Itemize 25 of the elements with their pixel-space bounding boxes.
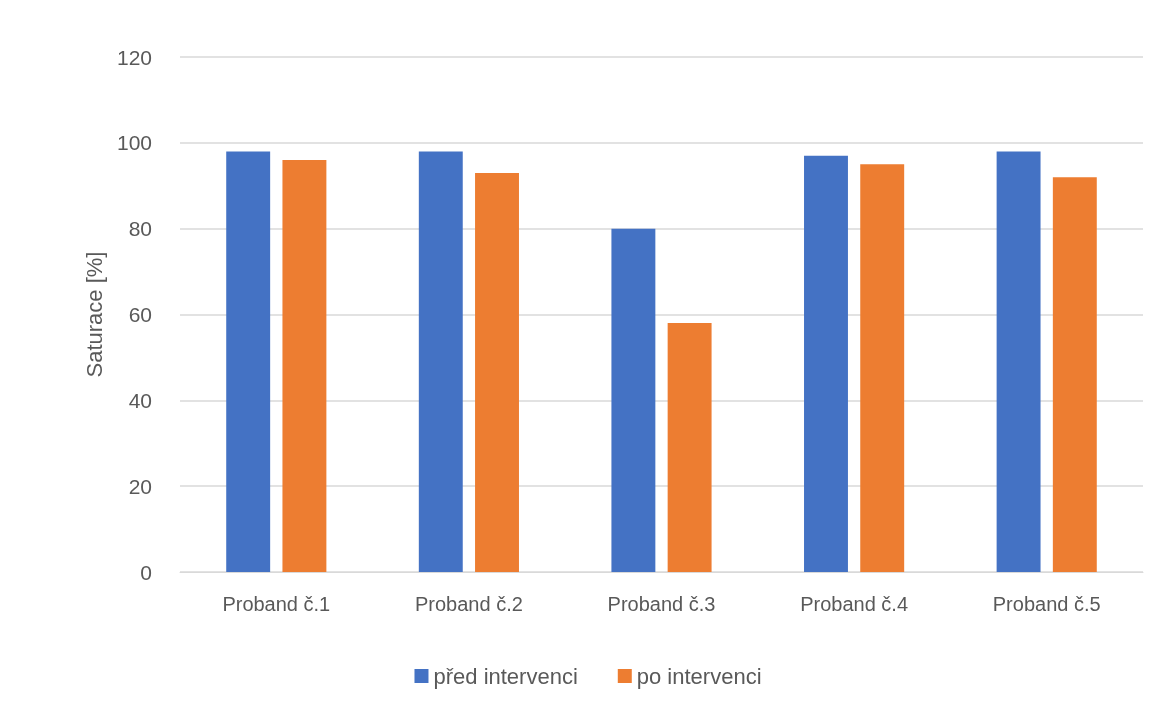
y-tick-label: 60 (128, 303, 152, 326)
x-tick-label: Proband č.4 (800, 593, 909, 615)
x-tick-label: Proband č.5 (992, 593, 1101, 615)
y-tick-label: 120 (116, 45, 152, 69)
y-axis-title: Saturace [%] (81, 251, 107, 378)
bar (804, 155, 848, 572)
legend-label: před intervenci (433, 663, 578, 689)
bar (226, 151, 271, 572)
bar (282, 160, 327, 572)
bar (418, 151, 463, 572)
bar (475, 172, 519, 572)
x-tick-label: Proband č.2 (414, 593, 523, 615)
x-tick-label: Proband č.1 (222, 593, 331, 615)
y-tick-label: 100 (116, 131, 152, 155)
y-tick-label: 40 (128, 388, 152, 412)
bar (611, 228, 656, 572)
y-tick-label: 0 (140, 560, 152, 584)
x-tick-label: Proband č.3 (607, 593, 716, 615)
bar (860, 164, 905, 572)
legend-label: po intervenci (636, 663, 762, 689)
y-tick-label: 80 (128, 217, 152, 241)
y-tick-label: 20 (128, 474, 152, 498)
bar (996, 151, 1041, 572)
bar (667, 323, 712, 572)
bar (1052, 177, 1097, 572)
